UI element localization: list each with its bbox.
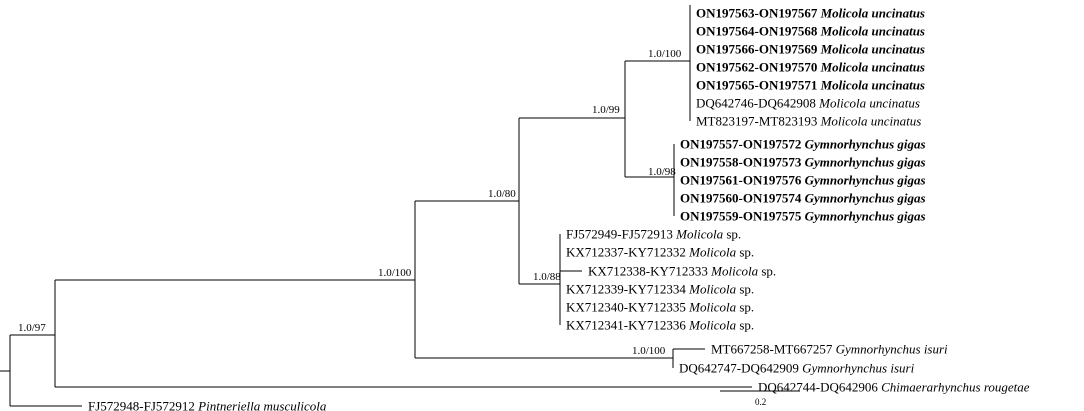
tip-label-u4: ON197562-ON197570 Molicola uncinatus: [696, 60, 925, 75]
tip-label-u1: ON197563-ON197567 Molicola uncinatus: [696, 6, 925, 21]
tip-species: Pintneriella musculicola: [197, 399, 327, 411]
tip-label-i1: MT667258-MT667257 Gymnorhynchus isuri: [711, 342, 948, 357]
tip-species: Gymnorhynchus gigas: [805, 137, 926, 152]
tip-species: Gymnorhynchus gigas: [805, 155, 926, 170]
tree-branches: [0, 5, 752, 407]
tip-species: Molicola uncinatus: [820, 60, 925, 75]
tip-label-g3: ON197561-ON197576 Gymnorhynchus gigas: [680, 173, 926, 188]
tip-accession: KX712341-KY712336: [566, 318, 689, 333]
tip-label-u5: ON197565-ON197571 Molicola uncinatus: [696, 78, 925, 93]
tip-species: Molicola: [710, 264, 758, 279]
tip-label-g2: ON197558-ON197573 Gymnorhynchus gigas: [680, 155, 926, 170]
tip-accession: KX712339-KY712334: [566, 282, 689, 297]
tip-accession: KX712337-KY712332: [566, 245, 689, 260]
tip-accession: KX712338-KY712333: [588, 264, 711, 279]
tip-suffix: sp.: [723, 227, 741, 242]
tip-accession: ON197566-ON197569: [696, 42, 821, 57]
tip-label-g1: ON197557-ON197572 Gymnorhynchus gigas: [680, 137, 926, 152]
tip-suffix: sp.: [758, 264, 776, 279]
support-value-gigas-clade: 1.0/98: [648, 166, 676, 178]
support-value-molicola-gymnorhynchus-clade: 1.0/99: [592, 104, 620, 116]
tip-accession: ON197560-ON197574: [680, 191, 805, 206]
tip-label-m6: KX712341-KY712336 Molicola sp.: [566, 318, 754, 333]
tip-accession: ON197565-ON197571: [696, 78, 821, 93]
tip-species: Molicola: [675, 227, 723, 242]
support-values: 1.0/100 1.0/99 1.0/98 1.0/80 1.0/88 1.0/100 1.…: [18, 48, 682, 357]
tip-species: Gymnorhynchus gigas: [805, 209, 926, 224]
tip-label-u3: ON197566-ON197569 Molicola uncinatus: [696, 42, 925, 57]
tip-species: Molicola: [688, 300, 736, 315]
support-value-core-clade: 1.0/80: [488, 188, 516, 200]
tip-species: Gymnorhynchus isuri: [802, 361, 914, 376]
tip-label-m3: KX712338-KY712333 Molicola sp.: [588, 264, 776, 279]
tip-accession: FJ572949-FJ572913: [566, 227, 676, 242]
tip-label-c1: DQ642744-DQ642906 Chimaerarhynchus rouge…: [758, 380, 1030, 395]
tip-species: Molicola: [688, 318, 736, 333]
support-value-molicola-sp-clade: 1.0/88: [533, 271, 561, 283]
tip-species: Molicola: [688, 245, 736, 260]
support-value-root-clade: 1.0/97: [18, 322, 46, 334]
tip-label-p1: FJ572948-FJ572912 Pintneriella musculico…: [88, 399, 327, 411]
tip-species: Molicola uncinatus: [818, 96, 920, 111]
tip-label-i2: DQ642747-DQ642909 Gymnorhynchus isuri: [679, 361, 915, 376]
tip-accession: ON197561-ON197576: [680, 173, 805, 188]
support-value-isuri-clade: 1.0/100: [632, 345, 666, 357]
tip-label-g5: ON197559-ON197575 Gymnorhynchus gigas: [680, 209, 926, 224]
tip-label-u2: ON197564-ON197568 Molicola uncinatus: [696, 24, 925, 39]
tip-species: Molicola uncinatus: [820, 114, 922, 129]
tip-accession: DQ642744-DQ642906: [758, 380, 881, 395]
tip-species: Molicola uncinatus: [820, 24, 925, 39]
tip-species: Chimaerarhynchus rougetae: [881, 380, 1030, 395]
tip-accession: ON197557-ON197572: [680, 137, 805, 152]
tip-suffix: sp.: [736, 300, 754, 315]
tip-label-m5: KX712340-KY712335 Molicola sp.: [566, 300, 754, 315]
tip-species: Gymnorhynchus gigas: [805, 191, 926, 206]
tip-species: Gymnorhynchus gigas: [805, 173, 926, 188]
tip-label-u6: DQ642746-DQ642908 Molicola uncinatus: [696, 96, 920, 111]
tip-species: Molicola uncinatus: [820, 42, 925, 57]
scale-bar-label: 0.2: [755, 397, 766, 407]
tip-label-m4: KX712339-KY712334 Molicola sp.: [566, 282, 754, 297]
tip-accession: ON197564-ON197568: [696, 24, 821, 39]
scale-bar: 0.2: [720, 390, 800, 407]
support-value-ingroup-clade: 1.0/100: [378, 267, 412, 279]
tip-species: Molicola: [688, 282, 736, 297]
tip-label-u7: MT823197-MT823193 Molicola uncinatus: [696, 114, 921, 129]
tip-species: Gymnorhynchus isuri: [836, 342, 948, 357]
support-value-uncinatus-clade: 1.0/100: [648, 48, 682, 60]
tip-suffix: sp.: [736, 245, 754, 260]
tip-labels: ON197563-ON197567 Molicola uncinatusON19…: [88, 6, 1030, 411]
tip-accession: KX712340-KY712335: [566, 300, 689, 315]
tip-accession: ON197562-ON197570: [696, 60, 821, 75]
tip-accession: DQ642747-DQ642909: [679, 361, 802, 376]
tip-species: Molicola uncinatus: [820, 6, 925, 21]
tip-label-m1: FJ572949-FJ572913 Molicola sp.: [566, 227, 741, 242]
tip-label-m2: KX712337-KY712332 Molicola sp.: [566, 245, 754, 260]
tip-accession: ON197563-ON197567: [696, 6, 821, 21]
tip-accession: ON197558-ON197573: [680, 155, 805, 170]
tip-accession: ON197559-ON197575: [680, 209, 805, 224]
tip-accession: FJ572948-FJ572912: [88, 399, 198, 411]
tip-species: Molicola uncinatus: [820, 78, 925, 93]
tip-suffix: sp.: [736, 282, 754, 297]
tip-accession: DQ642746-DQ642908: [696, 96, 819, 111]
tip-suffix: sp.: [736, 318, 754, 333]
tip-accession: MT667258-MT667257: [711, 342, 836, 357]
tip-label-g4: ON197560-ON197574 Gymnorhynchus gigas: [680, 191, 926, 206]
tip-accession: MT823197-MT823193: [696, 114, 821, 129]
